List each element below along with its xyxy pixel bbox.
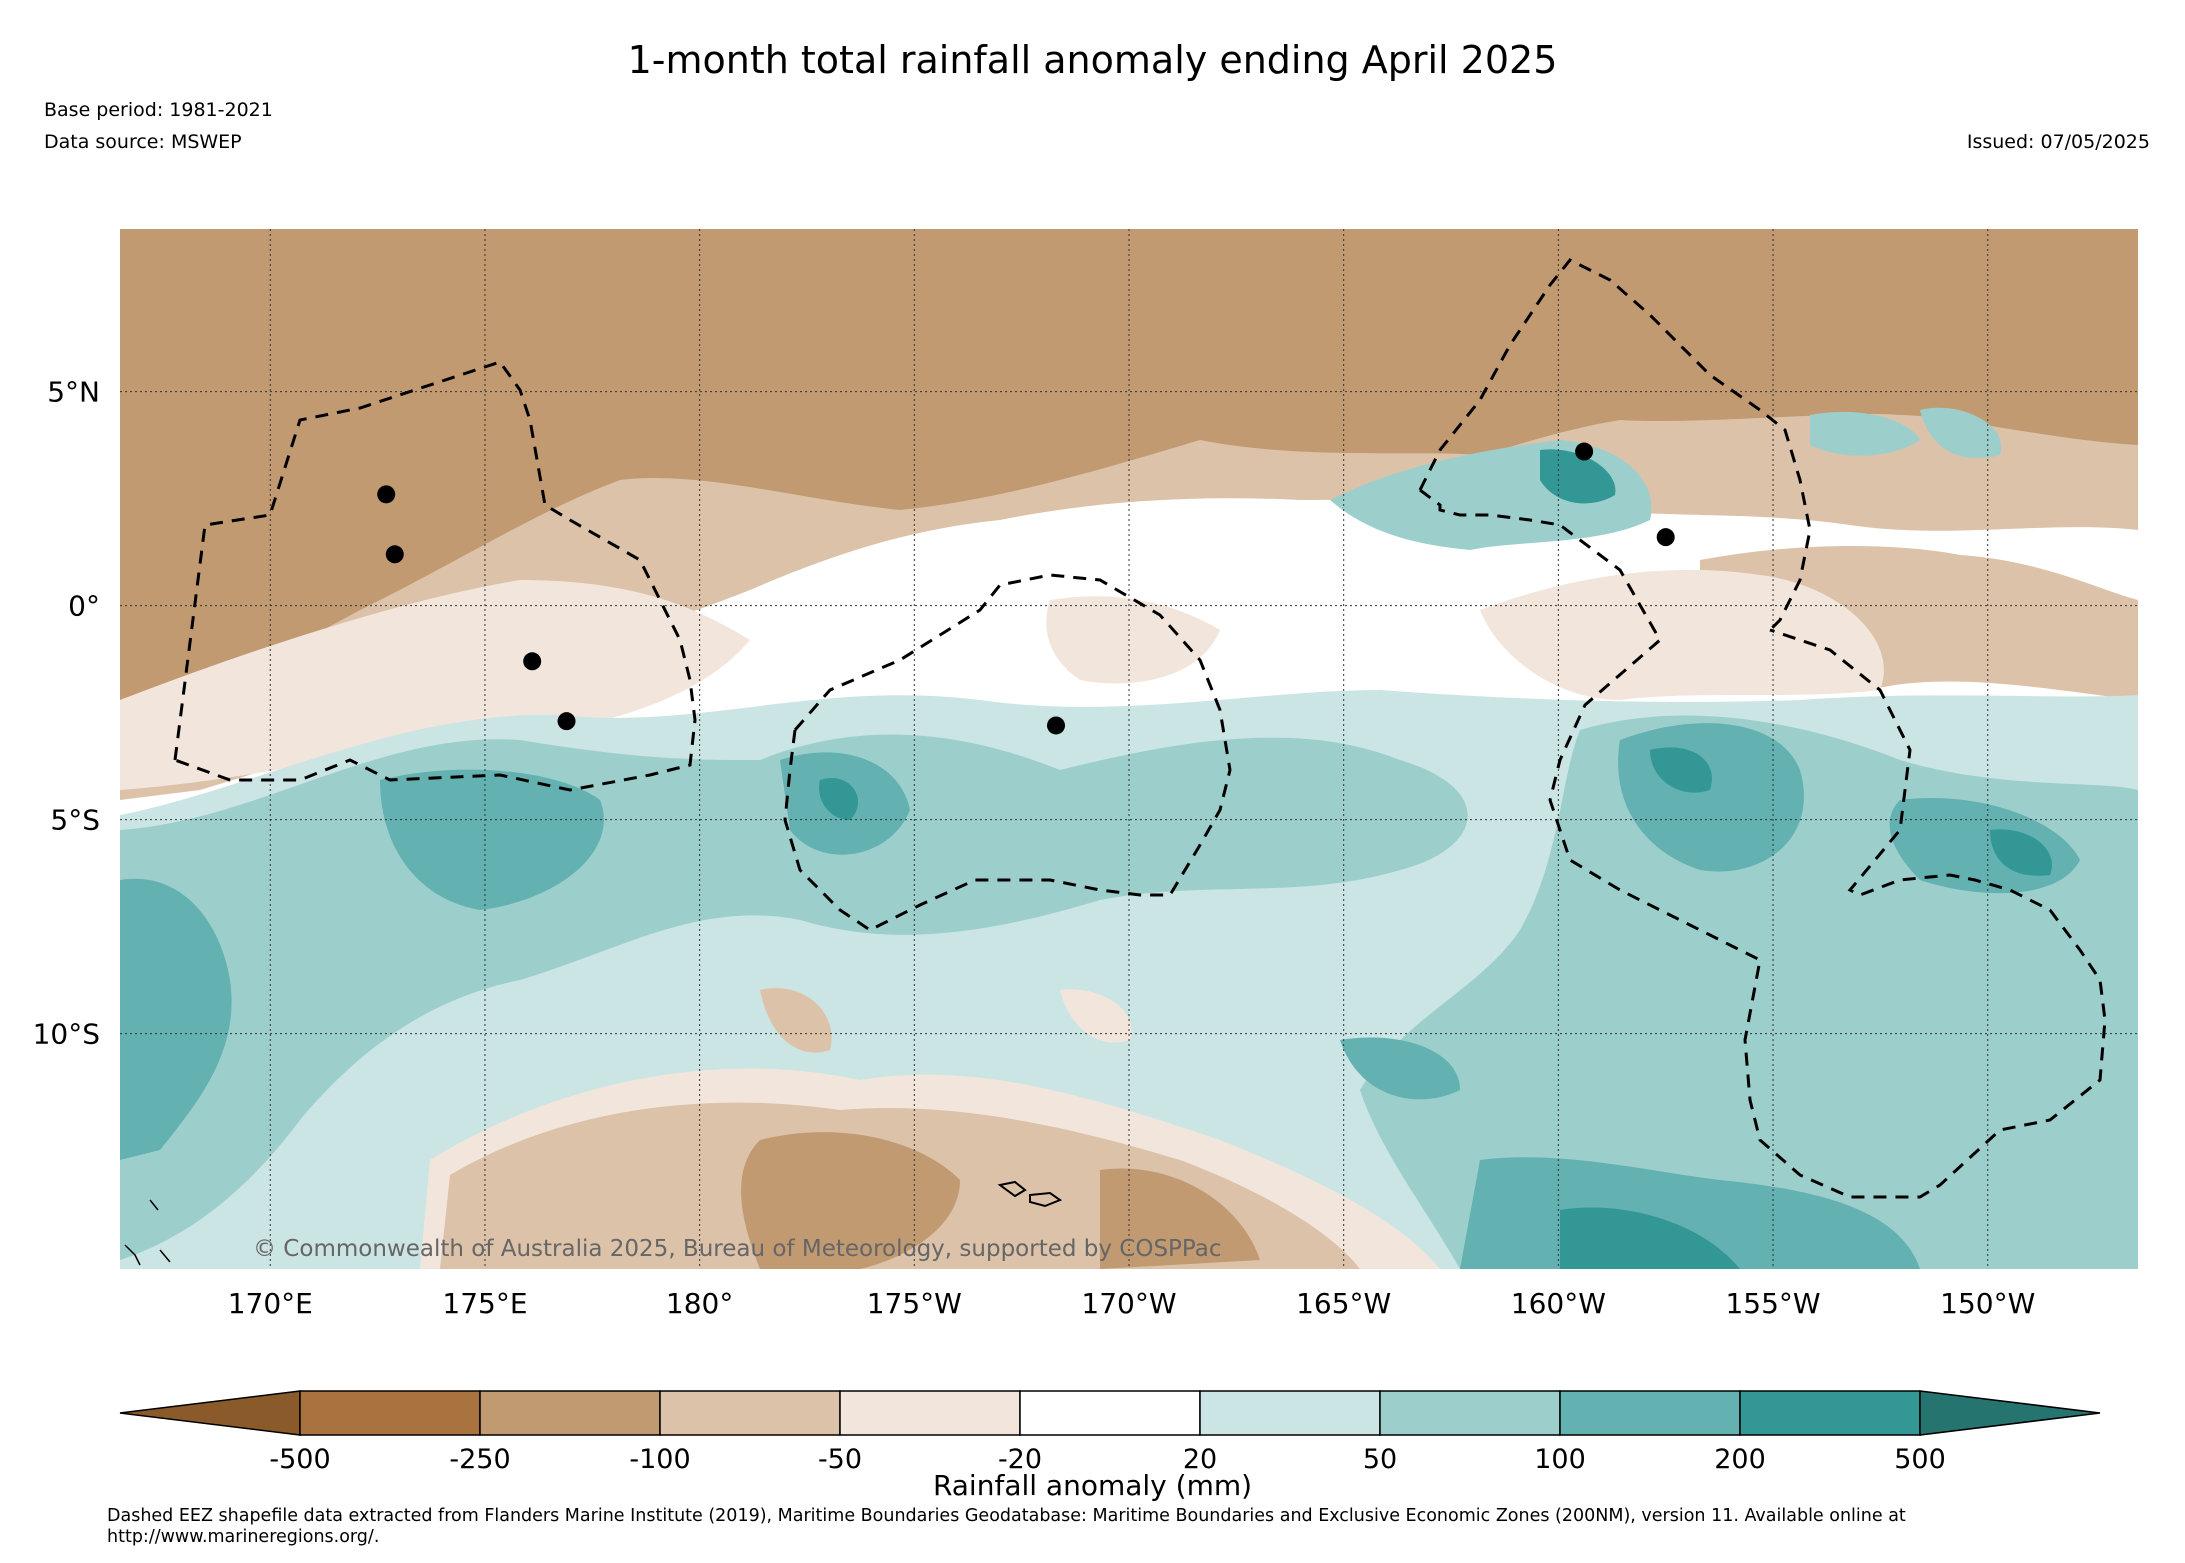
base-period: Base period: 1981-2021 [44,99,273,121]
longitude-tick-label: 180° [666,1287,733,1320]
colorbar-bin [1019,1390,1201,1436]
colorbar-tick-label: 200 [1714,1444,1766,1475]
latitude-tick-label: 10°S [33,1018,100,1051]
dry-south-patch [760,988,832,1053]
longitude-tick-label: 175°E [442,1287,527,1320]
station-marker [1656,528,1675,547]
wet-patch-north-3 [1810,411,1920,456]
light-dry-patch-3 [1046,596,1220,684]
colorbar-bin [1379,1390,1561,1436]
longitude-tick-label: 170°W [1081,1287,1176,1320]
colorbar-tick-label: 500 [1894,1444,1946,1475]
colorbar-bin [479,1390,661,1436]
colorbar-bin [299,1390,481,1436]
issued-date: Issued: 07/05/2025 [1966,131,2150,153]
latitude-tick-label: 0° [68,590,100,623]
colorbar-bin [1199,1390,1381,1436]
station-marker [385,545,404,564]
data-source: Data source: MSWEP [44,131,242,153]
colorbar-tick-label: -100 [629,1444,690,1475]
colorbar-bin [839,1390,1021,1436]
colorbar-tick-label: 50 [1363,1444,1397,1475]
eez-kiribati-line-north [1418,258,1812,632]
coastline-samoa [997,1180,1063,1208]
dry-south-patch-2 [1060,989,1132,1043]
wet-patch-north-4 [1920,407,2002,458]
colorbar: -500 -250 -100 -50 -20 20 50 100 200 500 [119,1390,2101,1475]
wet-band-verystrong-4 [1560,1207,1740,1269]
colorbar-tick-label: -20 [998,1444,1042,1475]
dry-band-medium [120,229,2138,720]
station-markers [377,442,1675,735]
wet-band-verystrong-1 [1650,747,1712,793]
copyright-text: © Commonwealth of Australia 2025, Bureau… [253,1236,1222,1262]
longitude-tick-label: 155°W [1725,1287,1820,1320]
wet-band-strong-7 [1340,1037,1460,1100]
gridlines [120,229,2138,1269]
latitude-labels: 5°N 0° 5°S 10°S [33,376,100,1051]
station-marker [1575,442,1594,461]
colorbar-tick-label: -50 [818,1444,862,1475]
longitude-tick-label: 165°W [1296,1287,1391,1320]
colorbar-title: Rainfall anomaly (mm) [932,1469,1253,1502]
latitude-tick-label: 5°N [47,376,100,409]
coastline-west [124,1199,171,1266]
longitude-tick-label: 175°W [867,1287,962,1320]
wet-band-strong-5 [120,878,232,1160]
colorbar-tick-label: 20 [1183,1444,1217,1475]
eez-kiribati-line [1419,488,2107,1199]
colorbar-tick-label: 100 [1534,1444,1586,1475]
dry-south-strong [741,1132,960,1269]
colorbar-tick-label: -500 [269,1444,330,1475]
colorbar-bin [659,1390,841,1436]
colorbar-extend-high [1919,1390,2101,1436]
latitude-tick-label: 5°S [50,804,100,837]
wet-band-verystrong-3 [1990,829,2052,876]
longitude-labels: 170°E 175°E 180° 175°W 170°W 165°W 160°W 155°W 1… [228,1287,2036,1320]
footnote: Dashed EEZ shapefile data extracted from… [107,1506,1906,1547]
longitude-tick-label: 170°E [228,1287,313,1320]
station-marker [523,652,542,671]
map-title: 1-month total rainfall anomaly ending Ap… [627,38,1558,82]
colorbar-tick-label: -250 [449,1444,510,1475]
colorbar-bin [1739,1390,1921,1436]
light-dry-patch-2 [1480,569,1884,700]
station-marker [557,712,576,731]
eez-boundaries [173,258,2107,1199]
eez-kiribati-phoenix [783,573,1232,932]
dry-south-strong-2 [1100,1168,1260,1269]
longitude-tick-label: 160°W [1511,1287,1606,1320]
longitude-tick-label: 150°W [1940,1287,2035,1320]
wet-band-strong-1 [380,769,604,910]
station-marker [1047,716,1066,735]
colorbar-bin [1559,1390,1741,1436]
wet-band-verystrong-2 [819,778,859,820]
light-dry-patch [120,580,750,790]
station-marker [377,485,396,504]
colorbar-extend-low [119,1390,301,1436]
